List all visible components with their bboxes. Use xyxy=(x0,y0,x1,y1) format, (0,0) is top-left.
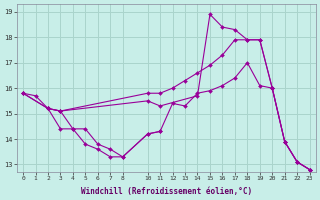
X-axis label: Windchill (Refroidissement éolien,°C): Windchill (Refroidissement éolien,°C) xyxy=(81,187,252,196)
